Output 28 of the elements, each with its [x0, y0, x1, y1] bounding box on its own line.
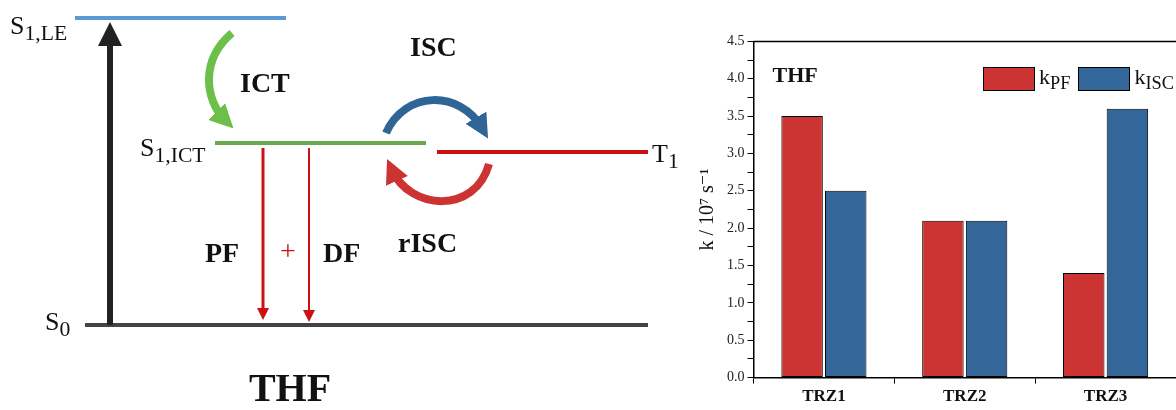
text: ISC — [410, 31, 457, 63]
y-tick-label: 0.5 — [727, 331, 745, 347]
text: T$_{1}$ — [652, 139, 679, 175]
y-tick-label: 0.0 — [727, 369, 745, 385]
annotation: THF — [772, 62, 818, 88]
text: THF — [247, 364, 333, 410]
y-tick-label: 3.5 — [727, 107, 745, 123]
y-tick-label: 2.0 — [727, 219, 745, 235]
text: S$_{1,ICT}$ — [140, 133, 206, 169]
text: PF — [205, 237, 240, 269]
text: DF — [323, 237, 361, 269]
x-tick-label: TRZ1 — [802, 386, 846, 406]
y-tick-label: 2.5 — [727, 182, 745, 198]
y-tick-label: 4.0 — [727, 70, 745, 86]
text: S$_{0}$ — [45, 307, 71, 343]
y-tick-label: 1.0 — [727, 294, 745, 310]
x-tick-label: TRZ3 — [1083, 386, 1128, 406]
text: ICT — [240, 67, 290, 99]
y-tick-label: 1.5 — [727, 257, 745, 273]
y-tick-label: 4.5 — [727, 33, 745, 49]
text: S$_{1,LE}$ — [10, 11, 68, 47]
x-tick-label: TRZ2 — [943, 386, 987, 406]
legend-label: k$_{PF}$ — [1039, 64, 1071, 95]
text: + — [280, 235, 296, 267]
text: rISC — [398, 227, 458, 259]
y-axis-title: k / 10⁷ s⁻¹ — [695, 168, 718, 251]
y-tick-label: 3.0 — [727, 145, 745, 161]
legend-label: k$_{ISC}$ — [1134, 64, 1174, 95]
